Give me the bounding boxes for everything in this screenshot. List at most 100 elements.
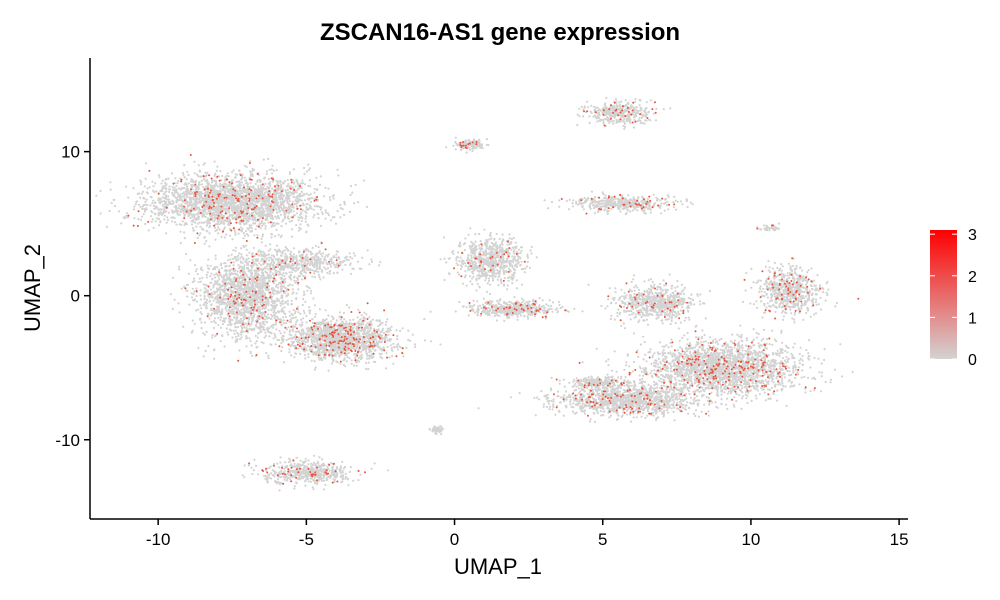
scatter-point [168, 200, 171, 203]
scatter-point [133, 217, 136, 220]
scatter-point [226, 278, 229, 281]
scatter-point [252, 283, 255, 286]
scatter-point [217, 293, 220, 296]
scatter-point [158, 224, 161, 227]
scatter-point [184, 208, 187, 211]
scatter-point [213, 317, 217, 320]
scatter-point [229, 289, 232, 292]
scatter-point [234, 307, 237, 310]
scatter-point [219, 182, 222, 186]
scatter-point [272, 207, 275, 210]
scatter-point [238, 321, 241, 324]
scatter-point [232, 296, 235, 299]
scatter-point [191, 188, 194, 191]
scatter-point [239, 281, 242, 284]
scatter-point [327, 187, 330, 190]
scatter-point [337, 174, 340, 177]
scatter-point [223, 345, 226, 348]
scatter-point [223, 262, 226, 265]
scatter-point [284, 312, 287, 316]
scatter-point [286, 202, 290, 205]
scatter-point [409, 339, 412, 342]
scatter-point [229, 258, 232, 261]
scatter-point [206, 264, 209, 267]
scatter-point [167, 198, 171, 201]
scatter-point [209, 186, 213, 189]
scatter-point [369, 333, 372, 336]
scatter-point [277, 217, 281, 220]
scatter-point [265, 172, 268, 176]
scatter-point [339, 203, 342, 207]
scatter-point [234, 205, 237, 208]
scatter-point [125, 214, 128, 218]
scatter-point [178, 311, 181, 314]
scatter-point [272, 205, 275, 208]
scatter-point [276, 283, 279, 286]
scatter-point [353, 364, 356, 367]
scatter-point [257, 312, 261, 315]
scatter-point [286, 216, 289, 219]
scatter-point [237, 258, 240, 261]
scatter-point [195, 208, 198, 211]
scatter-point [231, 238, 234, 241]
scatter-point [197, 164, 200, 167]
scatter-point [199, 232, 202, 235]
scatter-point [284, 222, 288, 225]
scatter-point [228, 322, 232, 325]
scatter-point [235, 180, 238, 183]
scatter-point [159, 197, 162, 200]
scatter-point [193, 290, 196, 293]
scatter-point [384, 367, 388, 370]
scatter-point [291, 328, 294, 331]
scatter-point [275, 222, 279, 225]
scatter-point [183, 223, 186, 227]
scatter-point [231, 318, 234, 322]
scatter-point [149, 204, 152, 207]
scatter-point [222, 281, 225, 284]
scatter-point [302, 202, 305, 205]
scatter-point [292, 214, 295, 217]
scatter-point [310, 207, 313, 210]
scatter-point [221, 299, 224, 302]
scatter-point [161, 179, 164, 182]
scatter-point [253, 198, 256, 201]
scatter-point [237, 232, 240, 235]
scatter-point [226, 172, 229, 175]
scatter-point [249, 293, 252, 296]
scatter-point [213, 174, 216, 177]
scatter-point [191, 183, 194, 186]
scatter-point [240, 336, 243, 339]
scatter-point [245, 181, 248, 184]
scatter-point [262, 184, 266, 187]
scatter-point [275, 196, 278, 199]
scatter-point [317, 217, 320, 220]
scatter-point [234, 202, 237, 205]
scatter-point [276, 180, 279, 183]
scatter-point [283, 274, 286, 278]
scatter-point [235, 318, 238, 321]
scatter-point [275, 217, 278, 220]
scatter-point [175, 188, 178, 191]
scatter-point [243, 176, 246, 179]
scatter-point [164, 181, 167, 184]
scatter-point [387, 334, 390, 337]
scatter-point [291, 205, 294, 208]
scatter-point [223, 190, 226, 193]
scatter-point [232, 305, 235, 308]
scatter-point [271, 272, 274, 275]
scatter-point [262, 187, 265, 190]
scatter-point [264, 197, 267, 200]
scatter-point [226, 303, 229, 306]
scatter-point [181, 220, 184, 223]
scatter-point [281, 202, 284, 205]
scatter-point [110, 201, 113, 205]
scatter-point [334, 222, 338, 225]
scatter-point [191, 329, 194, 332]
scatter-point [243, 322, 246, 325]
scatter-point [261, 321, 264, 324]
scatter-point [230, 208, 233, 211]
scatter-point [387, 330, 390, 333]
scatter-point [266, 330, 270, 333]
scatter-point [308, 167, 312, 170]
scatter-point [224, 317, 227, 320]
